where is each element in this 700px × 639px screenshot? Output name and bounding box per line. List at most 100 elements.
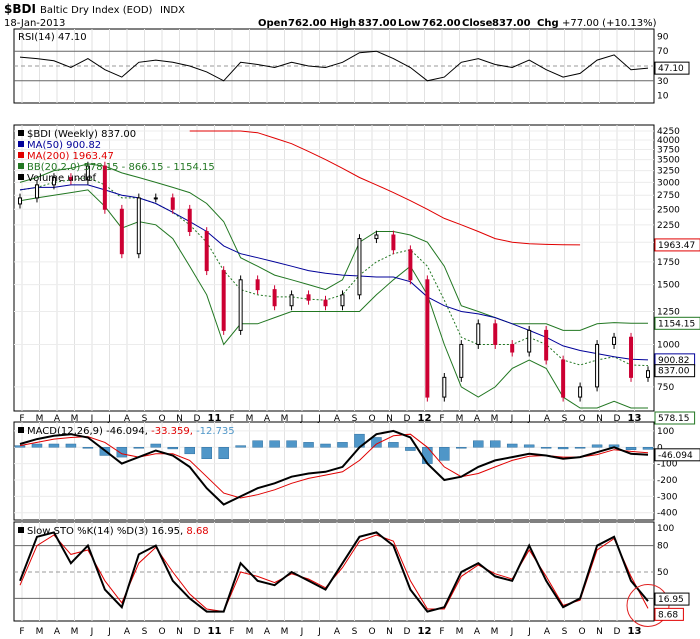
x-tick-label-bottom: A xyxy=(124,627,131,637)
price-candle xyxy=(391,234,396,251)
x-tick-label: A xyxy=(544,414,551,424)
x-tick-label-bottom: M xyxy=(281,627,289,637)
price-tick-label: 4000 xyxy=(657,136,680,146)
x-tick-label-bottom: A xyxy=(544,627,551,637)
price-candle xyxy=(136,197,141,255)
x-tick-label: M xyxy=(491,414,499,424)
sto-tick-label: 50 xyxy=(657,568,669,578)
price-tick-label: 3500 xyxy=(657,156,680,166)
macd-line xyxy=(19,429,649,506)
legend-swatch xyxy=(18,174,24,180)
bb-middle-line xyxy=(19,176,649,367)
price-tick-label: 3250 xyxy=(657,167,680,177)
macd-tag: -46.094 xyxy=(658,451,693,461)
rsi-tick-label: 10 xyxy=(657,92,669,102)
x-tick-label: J xyxy=(317,414,321,424)
bb-lower-tag: 578.15 xyxy=(658,414,690,424)
sto-tick-label: 100 xyxy=(657,524,674,534)
x-tick-label: S xyxy=(352,414,358,424)
sto-legend-swatch xyxy=(18,527,24,533)
rsi-legend: RSI(14) 47.10 xyxy=(18,32,87,43)
macd-label: MACD(12,26,9) -46.094, -33.359, -12.735 xyxy=(27,426,235,437)
x-tick-label: 11 xyxy=(208,413,222,424)
price-candle xyxy=(238,279,243,331)
price-candle xyxy=(425,279,430,398)
rsi-current-tag-box xyxy=(654,61,690,75)
axis-labels: FFMMAAMMJJJJAASSOONNDD1111FFMMAAMMJJJJAA… xyxy=(19,32,700,637)
chart-header: $BDI Baltic Dry Index (EOD) INDX 18-Jan-… xyxy=(4,2,657,29)
macd-histogram-bar xyxy=(489,440,501,448)
macd-tick-label: 0 xyxy=(657,443,663,453)
macd-histogram-bar xyxy=(422,447,433,464)
price-tick-label: 2500 xyxy=(657,205,680,215)
x-tick-label-bottom: D xyxy=(614,627,621,637)
legend-entry: Volume undef xyxy=(27,173,97,184)
x-tick-label: A xyxy=(124,414,131,424)
x-tick-label-bottom: 12 xyxy=(418,626,432,637)
price-tick-label: 1750 xyxy=(657,258,680,268)
price-candle xyxy=(289,294,294,307)
x-tick-label: O xyxy=(578,414,585,424)
macd-legend: MACD(12,26,9) -46.094, -33.359, -12.735 xyxy=(18,426,235,437)
x-tick-label: J xyxy=(107,414,111,424)
exchange-label: INDX xyxy=(160,5,185,16)
macd-histogram-bar xyxy=(337,442,348,448)
sto-d-tag-box xyxy=(654,607,684,621)
macd-histogram-bar xyxy=(48,443,60,448)
x-tick-label-bottom: O xyxy=(158,627,165,637)
price-tick-label: 1250 xyxy=(657,308,680,318)
rsi-current-tag: 47.10 xyxy=(658,64,684,74)
x-tick-label: M xyxy=(36,414,44,424)
x-tick-label-bottom: M xyxy=(491,627,499,637)
price-tick-label: 2250 xyxy=(657,221,680,231)
macd-histogram-bar xyxy=(201,447,212,459)
price-candle xyxy=(510,343,515,353)
x-tick-label-bottom: N xyxy=(386,627,393,637)
bb-upper-line xyxy=(19,163,649,331)
price-candle xyxy=(646,370,650,378)
x-tick-label-bottom: F xyxy=(229,627,234,637)
price-tick-label: 750 xyxy=(657,383,674,393)
symbol-title: $BDI xyxy=(4,2,36,16)
x-tick-label-bottom: D xyxy=(404,627,411,637)
macd-tick-label: 100 xyxy=(657,427,674,437)
x-tick-label: N xyxy=(596,414,603,424)
x-tick-label-bottom: A xyxy=(474,627,481,637)
macd-label-part: -12.735 xyxy=(196,426,235,437)
macd-histogram-bar xyxy=(303,442,314,448)
price-candle xyxy=(51,177,56,186)
price-candle xyxy=(408,249,413,281)
index-name: Baltic Dry Index (EOD) xyxy=(40,5,153,16)
price-candle xyxy=(153,197,158,200)
rsi-tick-label: 70 xyxy=(657,47,669,57)
x-tick-label: O xyxy=(368,414,375,424)
x-tick-label-bottom: M xyxy=(456,627,464,637)
price-tick-label: 4250 xyxy=(657,127,680,137)
x-tick-label: N xyxy=(386,414,393,424)
ma50-tag: 900.82 xyxy=(658,356,690,366)
price-candle xyxy=(34,184,39,199)
macd-histogram-bar xyxy=(269,440,280,448)
open-label: Open xyxy=(258,18,288,29)
price-candle xyxy=(357,238,362,296)
x-tick-label-bottom: 13 xyxy=(628,626,642,637)
sto-label-part: Slow STO %K(14) %D(3) 16.95, xyxy=(27,526,186,537)
x-tick-label-bottom: J xyxy=(90,627,94,637)
x-tick-label-bottom: A xyxy=(334,627,341,637)
macd-tag-box xyxy=(654,448,700,462)
sto-label: Slow STO %K(14) %D(3) 16.95, 8.68 xyxy=(27,526,209,537)
macd-histogram-bar xyxy=(252,440,263,448)
x-tick-label-bottom: M xyxy=(71,627,79,637)
x-tick-label-bottom: S xyxy=(352,627,358,637)
ma200-line xyxy=(189,130,581,246)
x-tick-label-bottom: J xyxy=(527,627,531,637)
x-tick-label-bottom: J xyxy=(300,627,304,637)
macd-histogram-bar xyxy=(218,447,229,459)
x-tick-label-bottom: O xyxy=(368,627,375,637)
x-tick-label-bottom: N xyxy=(596,627,603,637)
sto-tick-label: 80 xyxy=(657,542,669,552)
plot-layer xyxy=(14,50,670,627)
macd-histogram-bar xyxy=(557,447,569,450)
